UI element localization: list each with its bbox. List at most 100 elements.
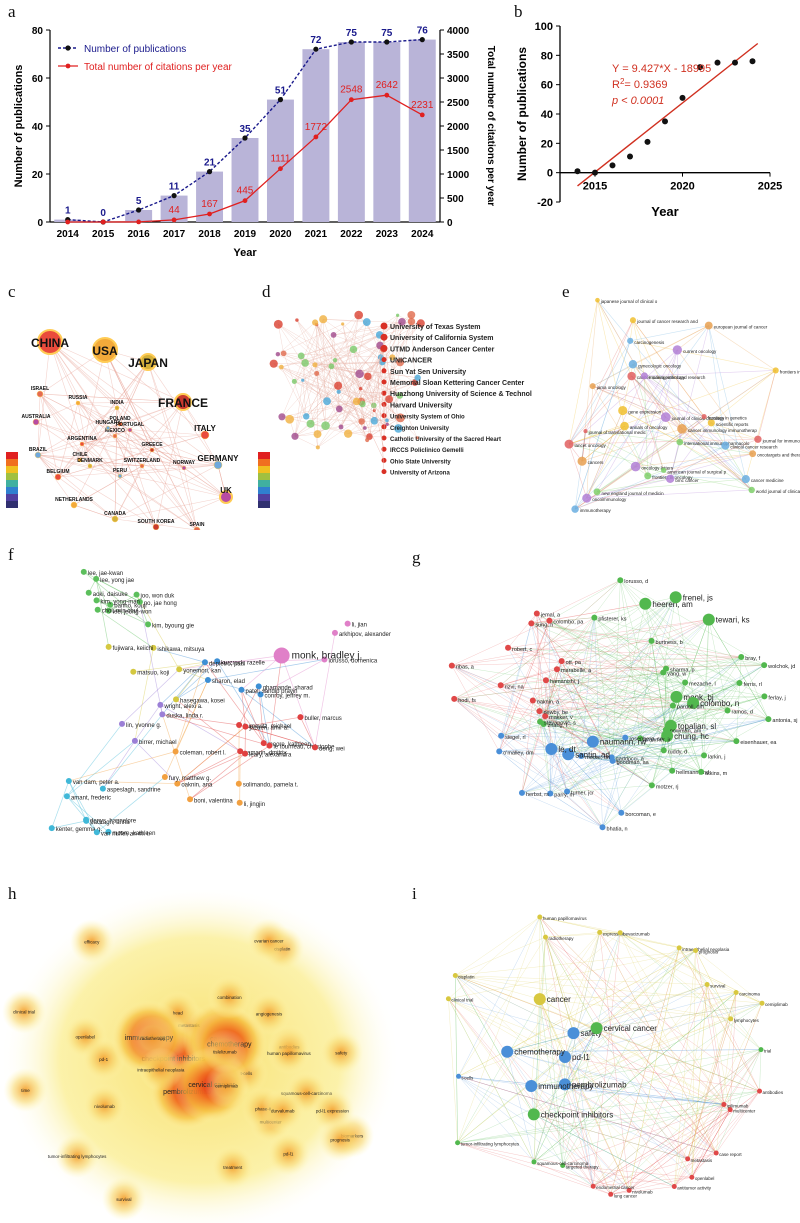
node-label-current-oncology: current oncology [683, 349, 717, 354]
edge [536, 613, 613, 761]
edge [599, 932, 630, 1191]
cited-author-label-o-malley-dm: o'malley, dm [503, 750, 534, 756]
edge [687, 992, 737, 1159]
panel-label-c: c [8, 282, 16, 301]
edge [564, 1084, 611, 1195]
edge [693, 682, 740, 704]
edge [568, 425, 625, 445]
y-tick-label: 60 [541, 80, 553, 92]
chart-b: -20 0 20 40 60 80 100 2015 2020 2025 Y = 9.427*X -… [500, 0, 800, 262]
author-label-lorusso-domenica: lorusso, domenica [328, 658, 377, 664]
edge [586, 478, 671, 499]
edge [540, 721, 737, 742]
edge [564, 1084, 724, 1105]
edge [448, 998, 594, 1187]
edge [687, 1018, 731, 1159]
edge [454, 617, 595, 700]
edge [679, 441, 726, 446]
node-new-england-journal-of-medicin [593, 488, 601, 496]
edge [377, 371, 385, 472]
edge [670, 619, 710, 726]
node-modern-pathology [640, 372, 648, 380]
node-zamarin-dmitriy [237, 748, 244, 755]
node-cluster [395, 413, 405, 423]
node-boni-valentina [187, 796, 194, 803]
edge [238, 686, 260, 726]
panel-label-h: h [8, 884, 17, 903]
edge [536, 613, 594, 742]
edge [333, 323, 421, 336]
edge [564, 1056, 760, 1092]
node-jazaeri-amir-a [242, 723, 249, 730]
edge [499, 751, 613, 762]
node-pd-l1 [559, 1050, 572, 1063]
edge [566, 757, 612, 792]
edge [549, 620, 664, 673]
cited-author-label-colombo-n: colombo, n [700, 699, 739, 708]
cited-author-label-burtness-b: burtness, b [656, 640, 683, 646]
edge [665, 668, 737, 742]
node-cluster [314, 370, 320, 376]
density-blob-survival [101, 1176, 146, 1221]
edge [273, 363, 295, 382]
x-tick-label: 2015 [583, 181, 607, 193]
edge [594, 617, 702, 773]
edge [621, 696, 765, 814]
node-cluster [328, 363, 335, 370]
edge [359, 408, 385, 461]
x-tick-label: 2024 [411, 229, 434, 240]
keyword-tislelizumab: tislelizumab [213, 1049, 237, 1054]
edge [81, 429, 131, 445]
panel-label-g: g [412, 548, 421, 567]
author-label-aspeslagh-sandrine: aspeslagh, sandrine [107, 788, 161, 794]
edge [549, 620, 674, 706]
edge [457, 916, 541, 1143]
node-current-oncology [672, 345, 682, 355]
edge [66, 740, 136, 797]
node-duska-linda-r [159, 711, 166, 718]
edge [454, 668, 558, 700]
edge [599, 932, 717, 1154]
edge [592, 364, 634, 387]
edge [37, 454, 59, 478]
cited-author-label-yang-w: yang, w [667, 672, 686, 678]
edge [663, 740, 737, 751]
node-radiotherapy [543, 934, 549, 940]
node-siegel-rl [498, 732, 505, 739]
edge [500, 597, 676, 736]
node-cluster [330, 331, 337, 338]
edge [340, 345, 381, 428]
node-moore-kathleen [260, 740, 267, 747]
edge [114, 407, 118, 437]
edge [545, 936, 597, 1029]
node-li-jian [344, 620, 351, 627]
edge [281, 366, 307, 417]
edge [644, 375, 726, 446]
node-cluster [358, 418, 365, 425]
citation-point [348, 97, 354, 103]
edge [592, 932, 621, 1187]
edge [564, 932, 600, 1085]
edge [457, 1142, 675, 1187]
edge [366, 345, 381, 441]
edge [543, 723, 568, 792]
keyword-label-trial: trial [764, 1049, 771, 1054]
keyword-squamous-cell-carcinoma: squamous-cell-carcinoma [281, 1091, 333, 1096]
country-label-south-korea: SOUTH KOREA [138, 519, 175, 525]
edge [501, 735, 569, 755]
edge [539, 998, 731, 1110]
edge [593, 1104, 725, 1187]
node-cluster [279, 364, 284, 370]
edge [611, 718, 769, 758]
y-tick-label: 40 [32, 122, 44, 133]
edge [620, 580, 765, 666]
author-label-kenter-gemma-g: kenter, gemma g. [56, 827, 103, 833]
edge [68, 780, 178, 784]
edge [691, 1109, 731, 1178]
edge [245, 726, 316, 748]
country-label-mexico: MEXICO [105, 428, 125, 434]
edge [507, 1027, 597, 1052]
edge [645, 603, 740, 684]
edge [550, 793, 603, 828]
edge [663, 453, 753, 471]
